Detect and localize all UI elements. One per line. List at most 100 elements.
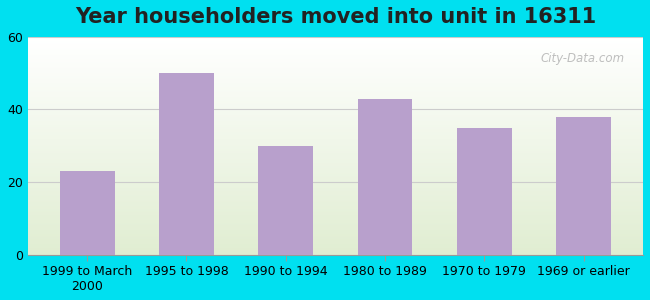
Bar	[28, 253, 643, 254]
Bar	[28, 236, 643, 237]
Bar	[28, 126, 643, 127]
Bar	[28, 231, 643, 232]
Bar	[28, 140, 643, 141]
Bar	[28, 37, 643, 38]
Bar	[28, 221, 643, 222]
Bar	[28, 201, 643, 202]
Bar	[28, 171, 643, 172]
Bar	[28, 157, 643, 158]
Bar	[28, 176, 643, 177]
Bar	[28, 66, 643, 67]
Bar	[28, 144, 643, 145]
Bar	[28, 55, 643, 56]
Bar	[556, 117, 611, 255]
Bar	[28, 225, 643, 226]
Bar	[28, 183, 643, 184]
Bar	[28, 148, 643, 149]
Bar	[28, 58, 643, 60]
Bar	[28, 39, 643, 40]
Bar	[28, 159, 643, 160]
Bar	[28, 56, 643, 58]
Bar	[28, 164, 643, 165]
Bar	[28, 246, 643, 247]
Bar	[28, 172, 643, 173]
Bar	[28, 127, 643, 128]
Bar	[28, 129, 643, 130]
Bar	[28, 97, 643, 98]
Bar	[28, 173, 643, 174]
Bar	[28, 118, 643, 120]
Bar	[28, 179, 643, 181]
Bar	[28, 152, 643, 153]
Bar	[28, 72, 643, 73]
Bar	[28, 108, 643, 109]
Bar	[28, 245, 643, 246]
Text: City-Data.com: City-Data.com	[540, 52, 625, 65]
Bar	[28, 197, 643, 198]
Bar	[28, 125, 643, 126]
Bar	[28, 130, 643, 132]
Bar	[28, 134, 643, 135]
Bar	[28, 250, 643, 251]
Bar	[28, 88, 643, 89]
Bar	[28, 109, 643, 110]
Bar	[159, 73, 214, 255]
Bar	[28, 235, 643, 236]
Bar	[28, 170, 643, 171]
Bar	[28, 189, 643, 190]
Bar	[28, 50, 643, 51]
Bar	[28, 63, 643, 64]
Bar	[28, 217, 643, 218]
Bar	[28, 232, 643, 233]
Bar	[28, 149, 643, 150]
Bar	[28, 92, 643, 94]
Bar	[28, 191, 643, 193]
Bar	[28, 188, 643, 189]
Bar	[28, 112, 643, 113]
Bar	[28, 53, 643, 54]
Bar	[28, 121, 643, 122]
Bar	[28, 113, 643, 114]
Bar	[28, 145, 643, 146]
Bar	[28, 106, 643, 108]
Bar	[28, 151, 643, 152]
Bar	[28, 244, 643, 245]
Bar	[28, 78, 643, 79]
Bar	[28, 128, 643, 129]
Bar	[28, 68, 643, 70]
Bar	[28, 219, 643, 220]
Bar	[28, 96, 643, 97]
Bar	[28, 243, 643, 244]
Bar	[28, 103, 643, 104]
Bar	[28, 175, 643, 176]
Bar	[28, 210, 643, 211]
Bar	[28, 40, 643, 41]
Bar	[28, 206, 643, 207]
Bar	[28, 249, 643, 250]
Bar	[28, 209, 643, 210]
Bar	[28, 177, 643, 178]
Bar	[28, 84, 643, 85]
Bar	[28, 211, 643, 212]
Bar	[28, 41, 643, 42]
Bar	[28, 195, 643, 196]
Bar	[28, 46, 643, 48]
Bar	[60, 171, 114, 255]
Bar	[28, 229, 643, 230]
Bar	[28, 222, 643, 223]
Bar	[28, 62, 643, 63]
Bar	[28, 61, 643, 62]
Bar	[28, 248, 643, 249]
Bar	[28, 104, 643, 105]
Bar	[28, 87, 643, 88]
Bar	[28, 162, 643, 163]
Bar	[28, 124, 643, 125]
Bar	[28, 42, 643, 44]
Bar	[28, 202, 643, 203]
Bar	[28, 200, 643, 201]
Bar	[28, 227, 643, 229]
Bar	[28, 114, 643, 115]
Bar	[28, 196, 643, 197]
Bar	[28, 194, 643, 195]
Bar	[28, 155, 643, 157]
